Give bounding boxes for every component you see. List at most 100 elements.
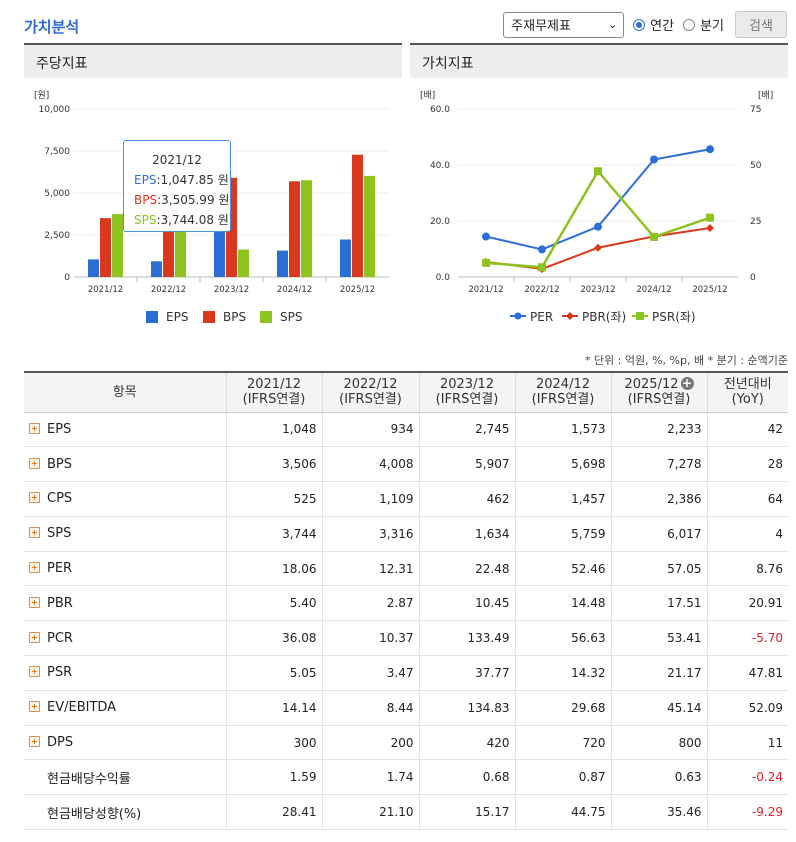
header-col-6: 전년대비 (YoY) [706,371,788,413]
y-right-tick-label: 50 [750,161,762,171]
legend-label: PER [530,310,553,324]
table-cell: 10.37 [321,620,419,657]
table-cell: 1.59 [225,759,322,796]
row-label-cell: 현금배당성향(%) [24,794,226,831]
chevron-down-icon: ⌄ [607,17,618,31]
psr-point [538,263,546,272]
table-cell: -9.29 [706,794,788,831]
expand-plus-icon[interactable] [29,596,40,608]
expand-plus-icon[interactable] [29,701,40,713]
table-cell: 1,634 [418,516,515,552]
x-tick-label: 2023/12 [580,285,615,295]
psr-point [650,232,658,241]
row-label-cell[interactable]: SPS [24,516,226,552]
unit-note: * 단위 : 억원, %, %p, 배 * 분기 : 순액기준 [584,354,788,367]
header-top-label: 2024/12 [535,377,590,393]
header-col-4: 2024/12 (IFRS연결) [514,371,611,413]
table-cell: 133.49 [418,620,515,657]
table-cell: 2,745 [418,412,515,448]
table-cell: 5,759 [514,516,611,552]
table-cell: 56.63 [514,620,611,657]
table-cell: 6,017 [610,516,707,552]
expand-plus-icon[interactable] [29,422,40,434]
expand-plus-icon[interactable] [29,562,40,574]
radio-quarter[interactable]: 분기 [683,15,724,34]
table-row: PSR 5.05 3.47 37.77 14.32 21.17 47.81 [24,655,788,691]
statement-select[interactable]: 주재무제표 ⌄ [503,11,625,38]
x-tick-label: 2023/12 [214,285,249,295]
value-panel-title: 가치지표 [410,43,788,78]
y-right-tick-label: 25 [750,217,761,227]
x-tick-label: 2024/12 [277,285,312,295]
header-bottom-label: (IFRS연결) [242,392,306,408]
row-label-cell[interactable]: PBR [24,585,226,622]
row-label-cell[interactable]: EV/EBITDA [24,690,226,726]
radio-annual[interactable]: 연간 [633,15,674,34]
table-cell: 3,316 [321,516,419,552]
row-label-cell[interactable]: PSR [24,655,226,691]
radio-unchecked-icon [683,18,696,31]
legend-label: EPS [166,310,188,324]
table-cell: 57.05 [610,551,707,587]
chart-tooltip: 2021/12 EPS:1,047.85 원 BPS:3,505.99 원 SP… [123,140,231,232]
table-cell: 10.45 [418,585,515,622]
expand-columns-icon[interactable]: + [680,376,694,391]
expand-plus-icon[interactable] [29,457,40,469]
bar-sps [301,180,312,277]
row-label-cell[interactable]: CPS [24,481,226,517]
tooltip-eps: EPS:1,047.85 원 [134,170,230,190]
table-cell: 5,907 [418,446,515,483]
table-cell: 8.44 [321,690,419,726]
table-cell: 47.81 [706,655,788,691]
row-label-cell[interactable]: PER [24,551,226,587]
expand-plus-icon[interactable] [29,527,40,539]
table-cell: 21.17 [610,655,707,691]
table-cell: 800 [610,725,707,761]
row-label: PBR [47,595,73,611]
table-cell: 14.48 [514,585,611,622]
table-cell: 720 [514,725,611,761]
x-tick-label: 2025/12 [340,285,375,295]
search-button[interactable]: 검색 [735,11,787,38]
table-cell: 35.46 [610,794,707,831]
row-label: PCR [47,630,73,646]
table-cell: 17.51 [610,585,707,622]
table-row: BPS 3,506 4,008 5,907 5,698 7,278 28 [24,446,788,483]
page-title: 가치분석 [24,18,80,36]
row-label: EV/EBITDA [47,700,117,716]
table-row: EV/EBITDA 14.14 8.44 134.83 29.68 45.14 52.09 [24,690,788,726]
radio-quarter-label: 분기 [700,19,724,34]
row-label-cell[interactable]: PCR [24,620,226,657]
y-left-unit-label: [배] [420,90,435,101]
legend-label: SPS [280,310,302,324]
table-cell: 12.31 [321,551,419,587]
per-point [706,145,714,154]
header-col-5: 2025/12 + (IFRS연결) [610,371,707,413]
table-cell: 52.09 [706,690,788,726]
per-share-bar-chart: [원] 0 2,500 5,000 7,500 10,000 2021/12 2022/12 2… [34,90,389,324]
header-col-2: 2022/12 (IFRS연결) [321,371,419,413]
table-cell: 44.75 [514,794,611,831]
row-label: BPS [47,456,73,472]
table-cell: 29.68 [514,690,611,726]
row-label-cell[interactable]: DPS [24,725,226,761]
per-point [482,232,490,241]
x-tick-label: 2021/12 [468,285,503,295]
table-row: CPS 525 1,109 462 1,457 2,386 64 [24,481,788,517]
table-cell: 7,278 [610,446,707,483]
y-tick-label: 2,500 [44,231,70,241]
row-label-cell[interactable]: BPS [24,446,226,483]
row-label-cell[interactable]: EPS [24,412,226,448]
table-cell: 18.06 [225,551,322,587]
expand-plus-icon[interactable] [29,631,40,643]
table-cell: 200 [321,725,419,761]
expand-plus-icon[interactable] [29,736,40,748]
table-cell: 37.77 [418,655,515,691]
tooltip-bps: BPS:3,505.99 원 [134,190,230,210]
expand-plus-icon[interactable] [29,492,40,504]
y-axis-unit-label: [원] [34,90,49,101]
header-top-label: 2023/12 [439,377,494,393]
expand-plus-icon[interactable] [29,666,40,678]
table-cell: 3,506 [225,446,322,483]
row-label: 현금배당성향(%) [47,806,142,822]
